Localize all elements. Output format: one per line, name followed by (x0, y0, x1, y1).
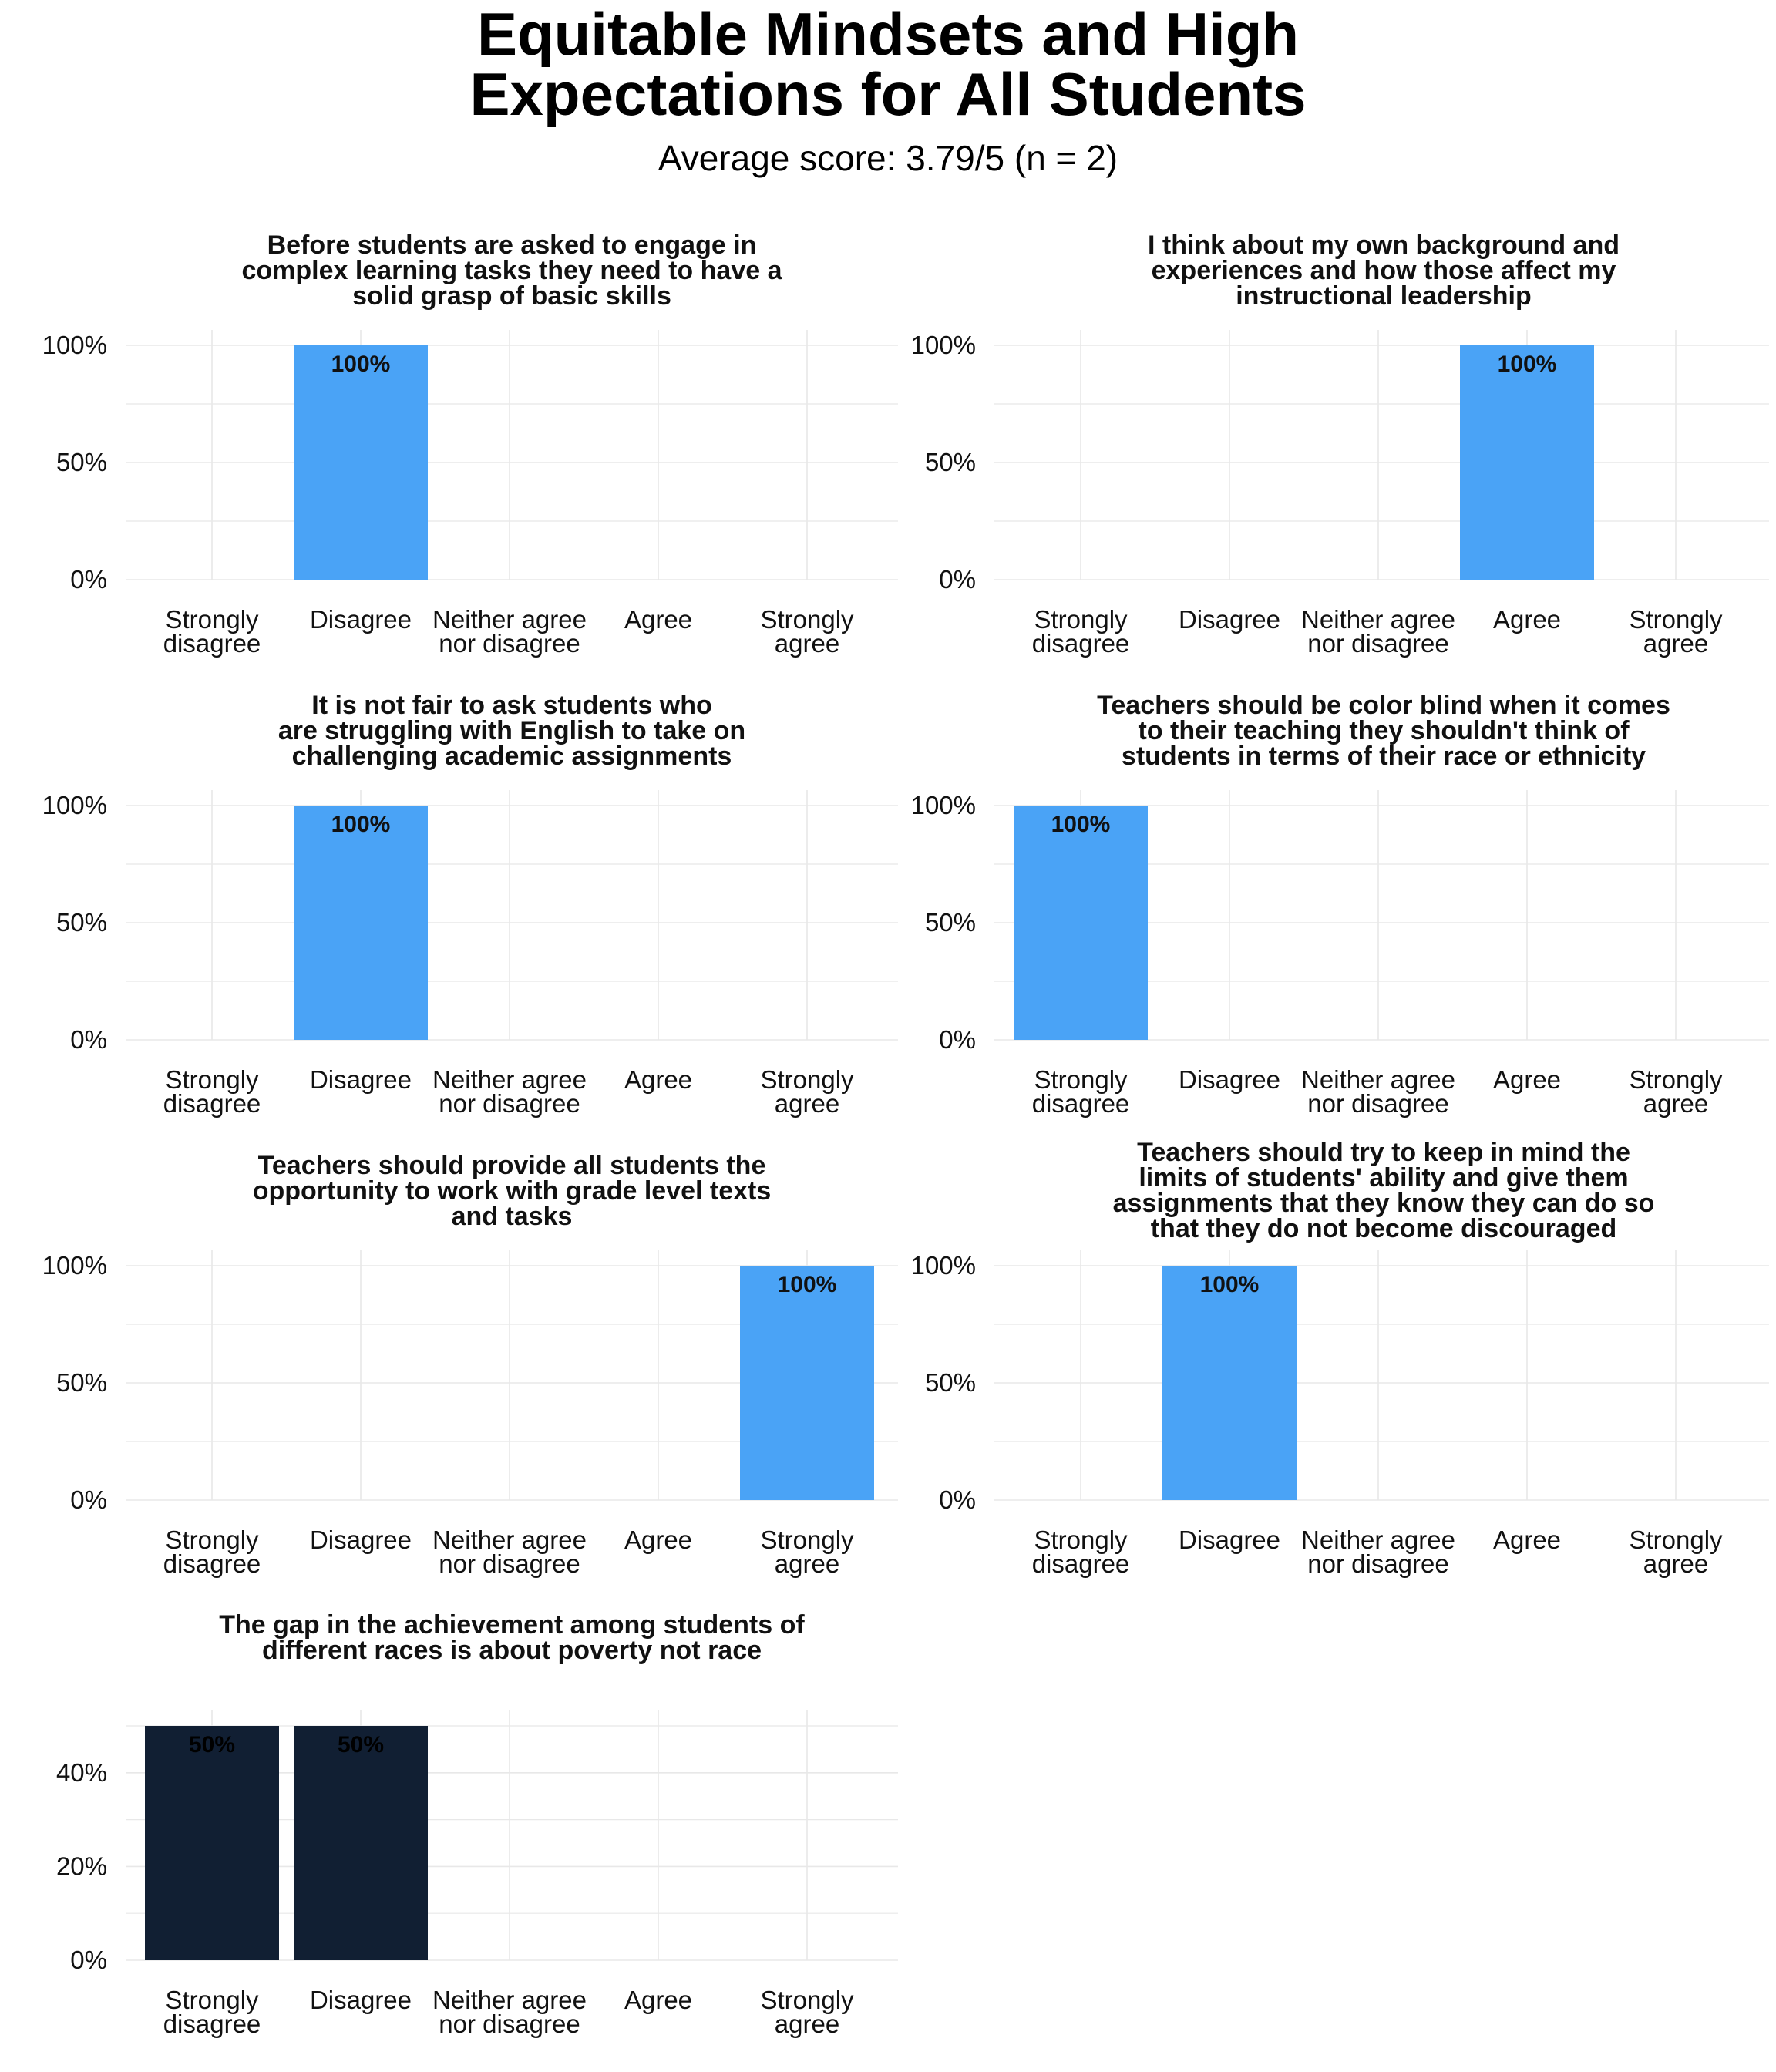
panel-5-title: Teachers should provide all students the… (253, 1151, 772, 1231)
panel-5-y-tick-label: 50% (56, 1368, 107, 1397)
panel-4-title: Teachers should be color blind when it c… (1097, 691, 1670, 771)
panel-7-y-tick-label: 20% (56, 1852, 107, 1880)
panel-5-bar (740, 1266, 874, 1500)
panel-5-x-tick-label: Strongly disagree (163, 1525, 261, 1578)
panel-4-x-tick-label: Strongly agree (1629, 1065, 1723, 1118)
panel-4-y-tick-label: 0% (939, 1025, 976, 1054)
panel-5-x-tick-label: Neither agree nor disagree (432, 1525, 587, 1578)
panel-3-x-tick-label: Agree (624, 1065, 692, 1094)
panel-6-plot-area (994, 1250, 1769, 1500)
panel-7-x-tick-label: Neither agree nor disagree (432, 1986, 587, 2038)
panel-1-x-tick-label: Neither agree nor disagree (432, 605, 587, 658)
panel-6-x-tick-label: Neither agree nor disagree (1301, 1525, 1455, 1578)
panel-1-plot-area (126, 330, 898, 580)
panel-2-y-tick-label: 0% (939, 565, 976, 594)
panel-6-y-tick-label: 50% (925, 1368, 976, 1397)
panel-1-x-tick-label: Strongly agree (760, 605, 854, 658)
panel-2-bar (1460, 345, 1594, 580)
panel-5-data-label: 100% (778, 1272, 837, 1297)
panel-7-x-tick-label: Strongly agree (760, 1986, 854, 2038)
panel-1-title: Before students are asked to engage in co… (241, 230, 782, 311)
panel-2-x-tick-label: Strongly disagree (1032, 605, 1130, 658)
panel-7-y-tick-label: 40% (56, 1758, 107, 1787)
panel-2-data-label: 100% (1498, 352, 1557, 377)
panel-3-x-tick-label: Neither agree nor disagree (432, 1065, 587, 1118)
panel-6-y-tick-label: 100% (911, 1251, 976, 1280)
panel-3-bar (294, 806, 428, 1040)
panel-6-x-tick-label: Disagree (1179, 1525, 1280, 1554)
panel-7-data-label: 50% (338, 1732, 384, 1758)
panel-3-y-tick-label: 50% (56, 908, 107, 937)
panel-1-x-tick-label: Disagree (310, 605, 412, 634)
panel-1-x-tick-label: Strongly disagree (163, 605, 261, 658)
panel-7-title: The gap in the achievement among student… (219, 1610, 805, 1665)
panel-2-x-tick-label: Disagree (1179, 605, 1280, 634)
panel-3-y-tick-label: 0% (70, 1025, 107, 1054)
panel-7-y-tick-label: 0% (70, 1946, 107, 1974)
panel-1-x-tick-label: Agree (624, 605, 692, 634)
panel-7-data-label: 50% (189, 1732, 235, 1758)
panel-1-bar (294, 345, 428, 580)
panel-3-x-tick-label: Strongly disagree (163, 1065, 261, 1118)
panel-6-x-tick-label: Strongly disagree (1032, 1525, 1130, 1578)
panel-5-y-tick-label: 100% (42, 1251, 107, 1280)
panel-6-title: Teachers should try to keep in mind the l… (1113, 1138, 1655, 1243)
panel-1-y-tick-label: 50% (56, 448, 107, 476)
panel-3-x-tick-label: Strongly agree (760, 1065, 854, 1118)
panel-4-y-tick-label: 50% (925, 908, 976, 937)
panel-1-data-label: 100% (331, 352, 391, 377)
panel-6-y-tick-label: 0% (939, 1485, 976, 1514)
panel-2-y-tick-label: 100% (911, 331, 976, 359)
panel-3-y-tick-label: 100% (42, 791, 107, 819)
panel-7-bar (294, 1726, 428, 1960)
panel-2-y-tick-label: 50% (925, 448, 976, 476)
panel-6-data-label: 100% (1200, 1272, 1260, 1297)
panel-3-plot-area (126, 790, 898, 1040)
panel-2-title: I think about my own background and exper… (1148, 230, 1620, 311)
panel-3-x-tick-label: Disagree (310, 1065, 412, 1094)
panel-5-x-tick-label: Strongly agree (760, 1525, 854, 1578)
panel-7-x-tick-label: Strongly disagree (163, 1986, 261, 2038)
panel-4-data-label: 100% (1051, 812, 1111, 837)
main-title-line-2: Expectations for All Students (469, 60, 1307, 128)
panel-2-plot-area (994, 330, 1769, 580)
panel-1-y-tick-label: 100% (42, 331, 107, 359)
panel-5-y-tick-label: 0% (70, 1485, 107, 1514)
panel-7-bar (145, 1726, 279, 1960)
panel-7-x-tick-label: Disagree (310, 1986, 412, 2014)
panel-4-bar (1014, 806, 1148, 1040)
panel-2-x-tick-label: Neither agree nor disagree (1301, 605, 1455, 658)
panel-4-y-tick-label: 100% (911, 791, 976, 819)
panel-4-x-tick-label: Neither agree nor disagree (1301, 1065, 1455, 1118)
panel-3-data-label: 100% (331, 812, 391, 837)
panel-6-x-tick-label: Agree (1493, 1525, 1561, 1554)
panel-6-bar (1162, 1266, 1297, 1500)
main-subtitle: Average score: 3.79/5 (n = 2) (658, 138, 1118, 178)
panel-5-x-tick-label: Agree (624, 1525, 692, 1554)
panel-2-x-tick-label: Agree (1493, 605, 1561, 634)
panel-5-x-tick-label: Disagree (310, 1525, 412, 1554)
panel-4-x-tick-label: Agree (1493, 1065, 1561, 1094)
panel-7-x-tick-label: Agree (624, 1986, 692, 2014)
main-title-line-1: Equitable Mindsets and High (476, 0, 1300, 68)
panel-6-x-tick-label: Strongly agree (1629, 1525, 1723, 1578)
panel-2-x-tick-label: Strongly agree (1629, 605, 1723, 658)
panel-4-x-tick-label: Strongly disagree (1032, 1065, 1130, 1118)
panel-1-y-tick-label: 0% (70, 565, 107, 594)
panel-3-title: It is not fair to ask students who are st… (278, 691, 745, 771)
main-title: Equitable Mindsets and High Expectations… (0, 4, 1776, 124)
panel-4-x-tick-label: Disagree (1179, 1065, 1280, 1094)
